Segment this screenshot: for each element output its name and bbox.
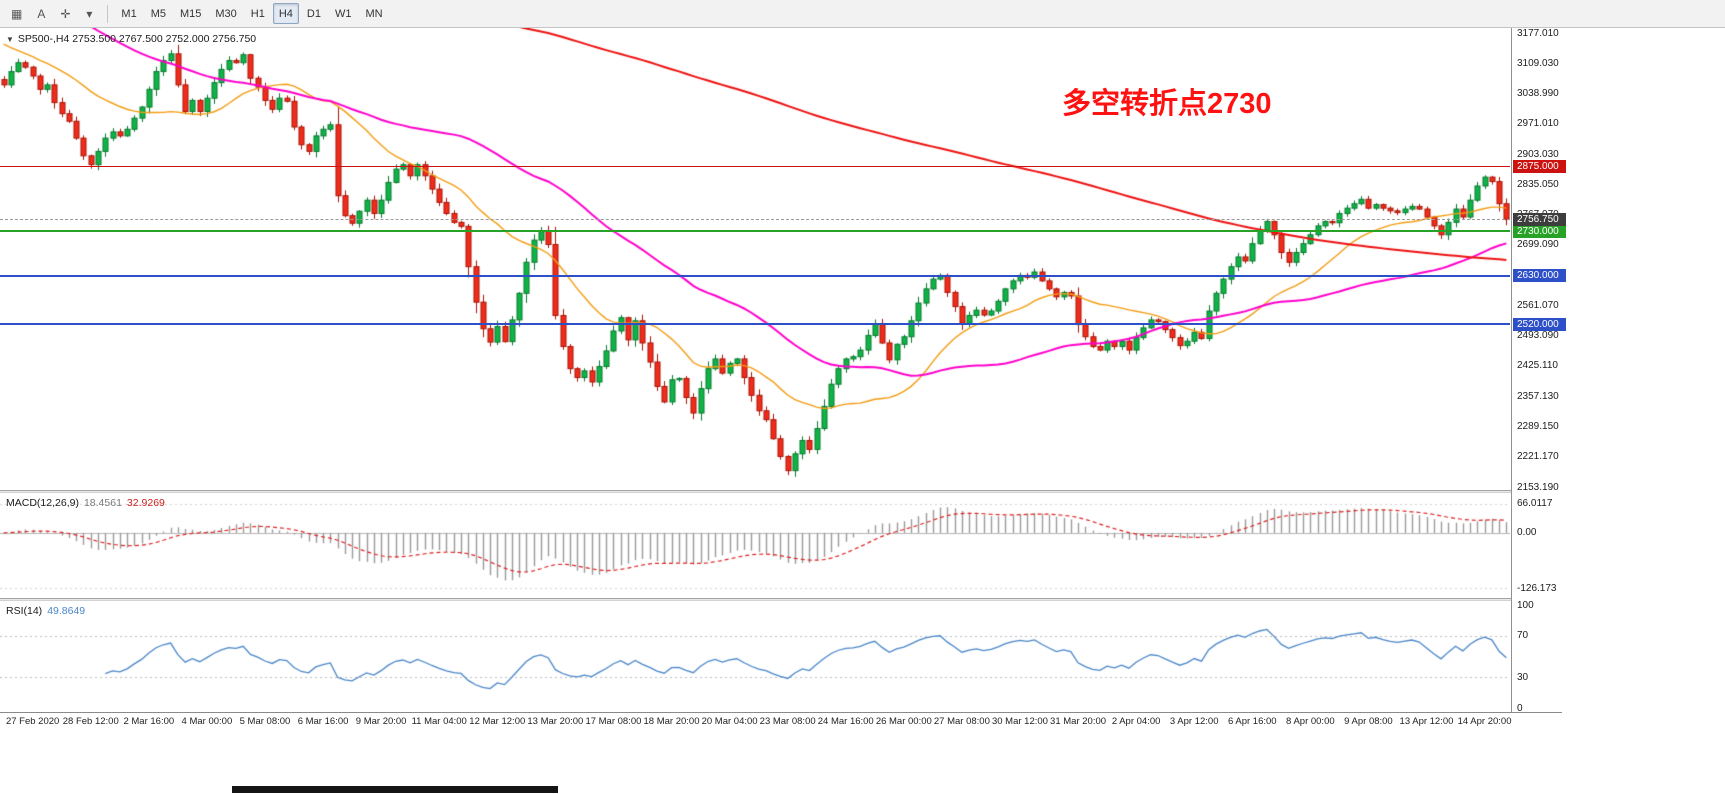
time-axis-label: 24 Mar 16:00 (817, 716, 874, 727)
time-axis-label: 12 Mar 12:00 (469, 716, 526, 727)
price-axis-label: 3109.030 (1517, 57, 1559, 69)
price-axis-label: 2153.190 (1517, 481, 1559, 493)
crosshair-icon: ✛ (60, 6, 71, 21)
price-axis-label: 2699.090 (1517, 239, 1559, 251)
price-badge-2730.000: 2730.000 (1513, 224, 1566, 238)
rsi-axis-label: 70 (1517, 630, 1529, 642)
price-axis-label: 2289.150 (1517, 420, 1559, 432)
timeframe-button-m15[interactable]: M15 (174, 3, 207, 24)
toolbar: ▦ A ✛ ▾ M1 M5 M15 M30 H1 H4 D1 W1 MN (0, 0, 1725, 28)
time-axis-label: 28 Feb 12:00 (62, 716, 119, 727)
time-axis-label: 2 Apr 04:00 (1111, 716, 1161, 727)
time-axis-label: 4 Mar 00:00 (181, 716, 233, 727)
macd-axis-label: 66.0117 (1517, 498, 1553, 510)
time-axis-label: 6 Apr 16:00 (1227, 716, 1277, 727)
timeframe-button-mn[interactable]: MN (359, 3, 388, 24)
timeframe-button-m1[interactable]: M1 (115, 3, 142, 24)
time-axis-label: 14 Apr 20:00 (1457, 716, 1512, 727)
time-axis-label: 13 Apr 12:00 (1399, 716, 1454, 727)
timeframe-button-m30[interactable]: M30 (209, 3, 242, 24)
time-axis-label: 18 Mar 20:00 (643, 716, 700, 727)
panel-splitter-macd-rsi[interactable] (0, 598, 1562, 601)
rsi-value: 49.8649 (47, 605, 86, 617)
time-axis-label: 23 Mar 08:00 (759, 716, 816, 727)
time-axis-label: 26 Mar 00:00 (875, 716, 932, 727)
rsi-axis-label: 30 (1517, 671, 1529, 683)
time-axis-label: 27 Mar 08:00 (933, 716, 990, 727)
time-axis-label: 5 Mar 08:00 (239, 716, 291, 727)
price-badge-2630.000: 2630.000 (1513, 269, 1566, 283)
time-axis-label: 17 Mar 08:00 (585, 716, 642, 727)
time-axis-label: 31 Mar 20:00 (1050, 716, 1107, 727)
macd-signal-value: 32.9269 (126, 497, 165, 509)
timeframe-button-m5[interactable]: M5 (145, 3, 172, 24)
annotate-letter-button[interactable]: A (30, 3, 52, 24)
macd-axis-label: 0.00 (1517, 527, 1537, 539)
chart-grid-icon: ▦ (11, 6, 23, 21)
time-axis-label: 9 Mar 20:00 (355, 716, 407, 727)
rsi-axis-label: 0 (1517, 702, 1523, 714)
timeframe-button-group: M1 M5 M15 M30 H1 H4 D1 W1 MN (114, 3, 389, 24)
price-axis-label: 2493.090 (1517, 330, 1559, 342)
rsi-label: RSI(14) (6, 605, 43, 617)
time-axis-label: 30 Mar 12:00 (991, 716, 1048, 727)
price-axis-label: 2561.070 (1517, 299, 1559, 311)
price-axis-label: 2903.030 (1517, 148, 1559, 160)
price-badge-2520.000: 2520.000 (1513, 317, 1566, 331)
time-axis-label: 27 Feb 2020 (5, 716, 60, 727)
time-axis-label: 2 Mar 16:00 (123, 716, 175, 727)
time-axis-label: 3 Apr 12:00 (1169, 716, 1219, 727)
bottom-strip (0, 731, 1725, 794)
dropdown-arrow-button[interactable]: ▾ (78, 3, 100, 24)
price-axis-label: 2357.130 (1517, 390, 1559, 402)
time-axis-label: 20 Mar 04:00 (701, 716, 758, 727)
macd-header: MACD(12,26,9) 18.4561 32.9269 (6, 497, 165, 509)
time-axis-label: 8 Apr 00:00 (1286, 716, 1335, 727)
macd-label: MACD(12,26,9) (6, 497, 79, 509)
price-axis-label: 2835.050 (1517, 178, 1559, 190)
bottom-black-bar (232, 786, 558, 793)
price-axis-label: 2425.110 (1517, 360, 1558, 372)
price-axis-label: 2971.010 (1517, 118, 1559, 130)
rsi-axis-label: 100 (1517, 599, 1534, 611)
crosshair-button[interactable]: ✛ (54, 3, 76, 24)
annotate-letter-icon: A (37, 6, 46, 21)
macd-axis-label: -126.173 (1517, 582, 1557, 594)
rsi-header: RSI(14) 49.8649 (6, 605, 85, 617)
price-axis-label: 3038.990 (1517, 88, 1559, 100)
timeframe-button-d1[interactable]: D1 (301, 3, 327, 24)
rsi-panel-canvas (0, 601, 1510, 712)
dropdown-arrow-icon: ▾ (86, 6, 93, 21)
chart-grid-button[interactable]: ▦ (5, 3, 28, 24)
macd-main-value: 18.4561 (83, 497, 122, 509)
timeframe-button-h1[interactable]: H1 (245, 3, 271, 24)
timeframe-button-w1[interactable]: W1 (329, 3, 358, 24)
price-chart-canvas[interactable] (0, 28, 1510, 490)
time-axis-label: 6 Mar 16:00 (297, 716, 349, 727)
current-price-badge: 2756.750 (1513, 212, 1566, 226)
macd-panel-canvas (0, 494, 1510, 598)
toolbar-separator (107, 4, 109, 23)
time-axis-label: 13 Mar 20:00 (527, 716, 584, 727)
time-axis-label: 9 Apr 08:00 (1344, 716, 1393, 727)
price-axis-label: 2221.170 (1517, 451, 1559, 463)
time-axis-label: 11 Mar 04:00 (411, 716, 467, 727)
price-axis-label: 3177.010 (1517, 27, 1559, 39)
price-axis[interactable]: 3177.010 3109.030 3038.990 2971.010 2903.030… (1511, 27, 1725, 714)
price-badge-2875.000: 2875.000 (1513, 160, 1566, 174)
timeframe-button-h4[interactable]: H4 (272, 3, 299, 24)
time-axis[interactable]: 27 Feb 2020 28 Feb 12:00 2 Mar 16:00 4 Mar … (0, 712, 1562, 731)
panel-splitter-main-macd[interactable] (0, 490, 1562, 493)
